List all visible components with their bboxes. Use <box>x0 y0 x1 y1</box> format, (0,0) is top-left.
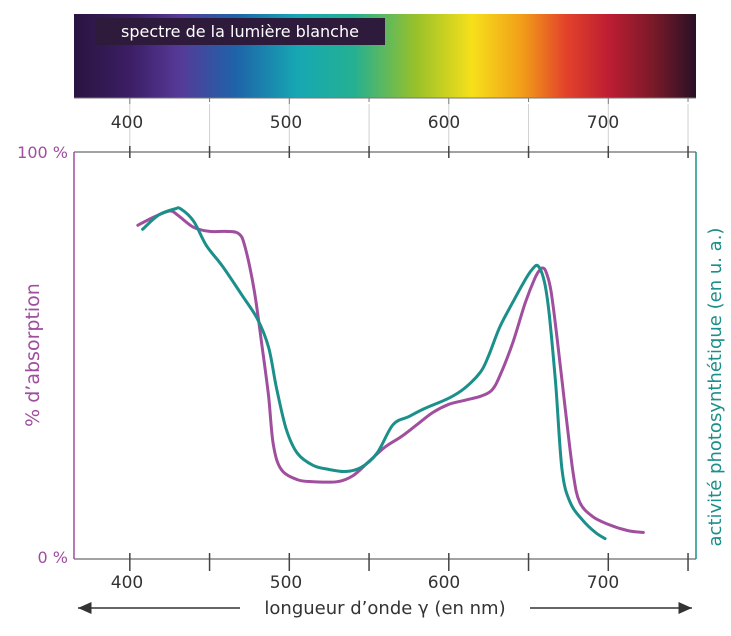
spectrum-label: spectre de la lumière blanche <box>121 22 359 41</box>
spectrum-tick-label-400: 400 <box>111 113 143 133</box>
spectrum-label-box <box>95 18 385 45</box>
spectrum-tick-label-500: 500 <box>270 113 302 133</box>
x-tick-label-400: 400 <box>111 573 143 593</box>
x-tick-label-500: 500 <box>270 573 302 593</box>
x-tick-label-700: 700 <box>587 573 619 593</box>
y-left-axis-label: % d’absorption <box>22 283 44 427</box>
x-axis-label: longueur d’onde γ (en nm) <box>264 598 505 619</box>
x-tick-label-600: 600 <box>428 573 460 593</box>
spectrum-ruler-ticks <box>129 98 689 148</box>
absorption-series-line <box>136 209 645 534</box>
y-right-axis-label: activité photosynthétique (en u. a.) <box>705 228 726 547</box>
plot-frame-ticks <box>129 146 689 571</box>
activity-series-line <box>141 206 607 541</box>
spectrum-tick-label-700: 700 <box>587 113 619 133</box>
spectrum-tick-label-600: 600 <box>428 113 460 133</box>
y-left-top-label: 100 % <box>17 143 68 162</box>
y-left-bottom-label: 0 % <box>38 548 68 567</box>
